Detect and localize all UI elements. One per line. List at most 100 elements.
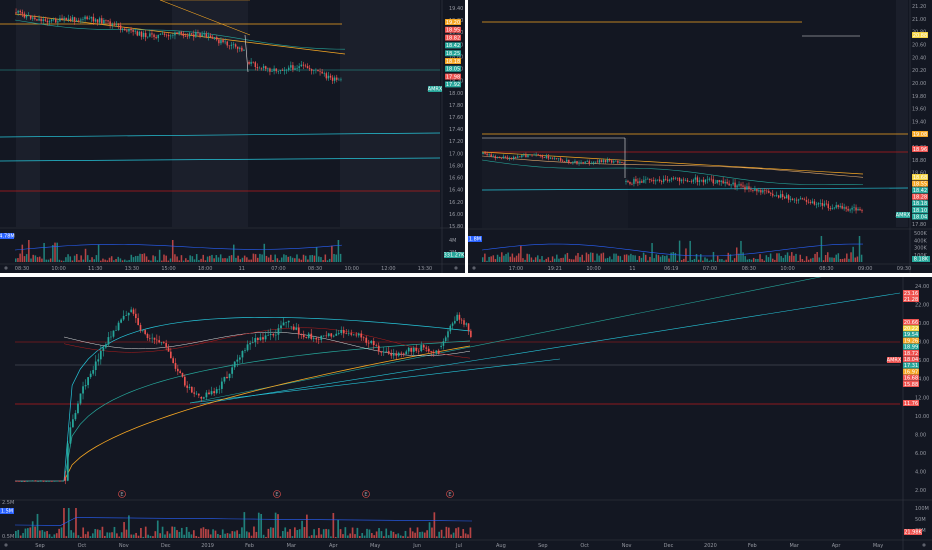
trend-line[interactable] xyxy=(189,358,561,404)
tr-candle xyxy=(645,179,647,181)
volume-ma-line xyxy=(14,517,473,526)
volume-ma-line xyxy=(14,244,343,251)
price-axis-label: 8.00 xyxy=(915,432,926,438)
gear-icon[interactable] xyxy=(472,266,476,270)
tr-candle xyxy=(724,181,726,184)
time-axis-label: May xyxy=(370,543,380,549)
volume-bar xyxy=(632,255,634,262)
volume-bar xyxy=(289,529,291,538)
trend-line[interactable] xyxy=(0,157,441,162)
b-candle xyxy=(191,386,193,393)
time-axis-label: 07:00 xyxy=(271,266,285,272)
b-candle xyxy=(355,334,358,336)
volume-bar xyxy=(327,529,330,538)
time-axis-label: 13:30 xyxy=(418,266,432,272)
volume-bar xyxy=(653,258,655,262)
volume-bar xyxy=(835,254,837,262)
earnings-marker-icon[interactable] xyxy=(118,490,126,498)
volume-bar xyxy=(431,527,433,538)
chart-canvas-bottom[interactable]: E E E E24.0022.0020.0018.0016.0014.0012.001… xyxy=(0,277,932,550)
volume-bar xyxy=(750,259,753,262)
volume-bar xyxy=(860,254,863,262)
time-axis-label: May xyxy=(873,543,883,549)
b-candle xyxy=(297,327,300,335)
pane-divider-vertical[interactable] xyxy=(465,0,468,273)
volume-bar xyxy=(668,258,670,262)
volume-bar xyxy=(549,260,552,262)
volume-bar xyxy=(306,514,308,538)
volume-bar xyxy=(363,535,366,538)
tr-candle xyxy=(702,179,705,183)
price-tag-text: 23.16 xyxy=(904,291,918,297)
trend-line[interactable] xyxy=(189,277,840,404)
tl-candle xyxy=(250,61,252,64)
tr-candle xyxy=(578,162,580,164)
tl-candle xyxy=(92,16,95,22)
b-candle xyxy=(66,443,69,481)
price-tag-text: 16.68 xyxy=(904,376,918,382)
earnings-marker-icon[interactable] xyxy=(362,490,370,498)
tl-candle xyxy=(313,70,315,71)
tr-candle xyxy=(859,209,861,211)
volume-bar xyxy=(229,533,231,538)
volume-bar xyxy=(390,530,392,538)
earnings-marker-label: E xyxy=(275,492,278,498)
volume-bar xyxy=(41,530,44,538)
b-candle xyxy=(193,392,195,394)
volume-bar xyxy=(49,258,52,262)
b-candle xyxy=(335,333,338,336)
time-axis-label: Oct xyxy=(78,543,87,549)
volume-bar xyxy=(600,253,603,262)
chart-canvas-top-right[interactable]: 21.2021.0020.8020.6020.4020.2020.0019.80… xyxy=(468,0,932,273)
tr-candle xyxy=(549,157,552,159)
tl-candle xyxy=(23,13,26,18)
volume-bar xyxy=(744,256,746,262)
tr-candle xyxy=(857,209,859,211)
chart-canvas-top-left[interactable]: 19.4019.2019.0018.8018.6018.4018.2018.00… xyxy=(0,0,465,273)
price-tag xyxy=(445,65,461,72)
volume-bar xyxy=(30,258,32,262)
pane-divider-horizontal[interactable] xyxy=(0,273,932,277)
price-tag-text: 18.95 xyxy=(446,28,460,34)
chart-pane-top-left[interactable]: 19.4019.2019.0018.8018.6018.4018.2018.00… xyxy=(0,0,465,273)
gear-icon[interactable] xyxy=(4,266,8,270)
gear-icon[interactable] xyxy=(454,266,458,270)
tl-candle xyxy=(288,67,290,70)
tr-candle xyxy=(566,159,568,162)
trend-line[interactable] xyxy=(481,187,909,191)
volume-bar xyxy=(636,259,638,262)
gear-icon[interactable] xyxy=(922,543,926,547)
tr-candle xyxy=(602,160,605,163)
tl-candle xyxy=(101,18,103,24)
volume-bar xyxy=(380,531,383,538)
volume-bar xyxy=(846,253,848,262)
b-candle xyxy=(195,393,198,395)
gear-icon[interactable] xyxy=(4,543,8,547)
volume-bar xyxy=(562,257,564,262)
price-axis-label: 20.60 xyxy=(912,42,926,48)
b-candle xyxy=(249,343,252,345)
b-candle xyxy=(290,326,293,328)
tl-candle xyxy=(239,47,241,49)
chart-pane-bottom[interactable]: E E E E 24.00 22.00 20.00 18.00 16.00 14.00 12.00 1… xyxy=(0,277,932,550)
time-axis-label: Feb xyxy=(748,543,757,549)
tr-candle xyxy=(666,179,669,181)
volume-bar xyxy=(814,253,816,262)
earnings-marker-icon[interactable] xyxy=(273,490,281,498)
tr-candle xyxy=(756,188,758,192)
tl-candle xyxy=(140,31,143,37)
chart-pane-top-right[interactable]: 21.2021.0020.8020.6020.4020.2020.0019.80… xyxy=(468,0,932,273)
b-candle xyxy=(15,481,18,482)
tr-candle xyxy=(527,154,529,158)
trend-line[interactable] xyxy=(199,292,901,405)
volume-bar xyxy=(130,254,133,262)
volume-bar xyxy=(609,256,611,262)
volume-bar xyxy=(411,531,414,538)
earnings-marker-icon[interactable] xyxy=(446,490,454,498)
tr-candle xyxy=(823,203,826,206)
trend-line[interactable] xyxy=(0,132,441,138)
tr-candle xyxy=(498,157,501,158)
volume-bar xyxy=(193,259,196,262)
tl-candle xyxy=(124,28,126,31)
volume-bar xyxy=(32,254,34,262)
